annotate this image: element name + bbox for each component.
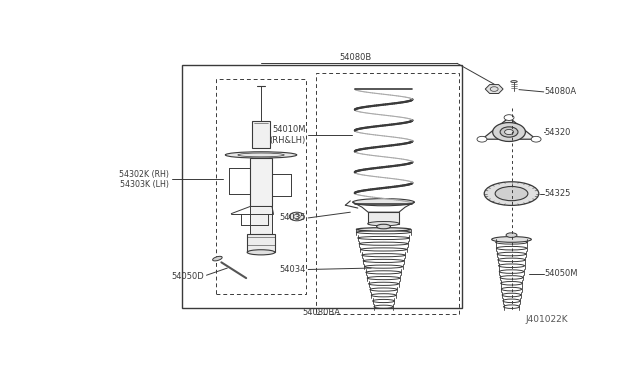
Circle shape [500, 127, 518, 137]
Bar [252, 121, 270, 148]
Bar [316, 73, 460, 314]
Text: 54050M: 54050M [545, 269, 579, 278]
Text: 54080A: 54080A [545, 87, 577, 96]
Bar [182, 65, 462, 308]
Ellipse shape [367, 221, 399, 226]
Text: J401022K: J401022K [526, 315, 568, 324]
Ellipse shape [247, 250, 275, 255]
Text: 54325: 54325 [545, 189, 571, 198]
Text: 54035: 54035 [279, 214, 306, 222]
Text: 54010M
(RH&LH): 54010M (RH&LH) [269, 125, 306, 145]
Circle shape [477, 137, 487, 142]
Ellipse shape [376, 224, 390, 229]
Bar [367, 212, 399, 224]
Ellipse shape [356, 228, 411, 231]
Ellipse shape [353, 199, 414, 206]
Bar [250, 158, 272, 206]
Circle shape [504, 129, 513, 135]
Polygon shape [482, 118, 536, 139]
Text: 54034: 54034 [279, 265, 306, 274]
Circle shape [289, 212, 304, 221]
Circle shape [493, 122, 525, 141]
Ellipse shape [492, 237, 531, 242]
Bar [247, 234, 275, 252]
Bar [250, 206, 272, 234]
Ellipse shape [484, 182, 539, 205]
Ellipse shape [212, 256, 222, 261]
Text: 54080B: 54080B [339, 53, 371, 62]
Bar [216, 79, 306, 294]
Ellipse shape [225, 152, 297, 158]
Ellipse shape [495, 186, 528, 201]
Ellipse shape [511, 81, 517, 83]
Circle shape [504, 115, 514, 121]
Text: 54050D: 54050D [172, 272, 204, 280]
Text: 54320: 54320 [545, 128, 571, 137]
Text: 54080BA: 54080BA [303, 308, 340, 317]
Ellipse shape [506, 233, 517, 237]
Text: 54302K (RH)
54303K (LH): 54302K (RH) 54303K (LH) [120, 170, 169, 189]
Circle shape [531, 137, 541, 142]
